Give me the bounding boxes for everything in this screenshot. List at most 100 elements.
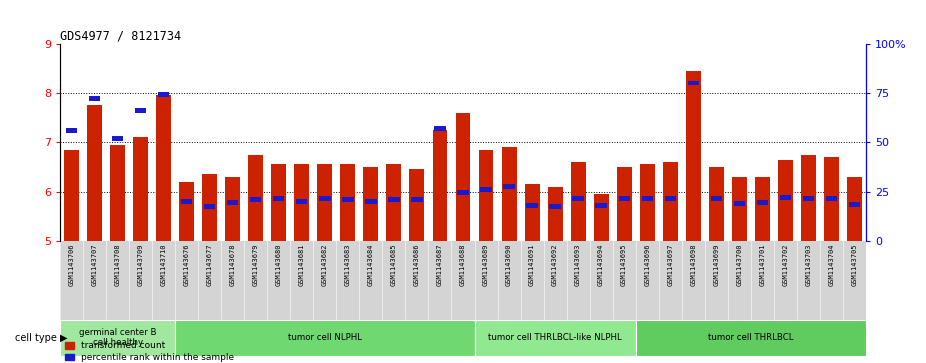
Bar [112, 136, 123, 141]
Bar [547, 187, 563, 241]
Bar [434, 126, 445, 131]
Text: GSM1143688: GSM1143688 [460, 243, 466, 286]
Bar [524, 184, 540, 241]
Text: GSM1143697: GSM1143697 [667, 243, 673, 286]
Bar [688, 81, 699, 86]
Bar [474, 320, 635, 356]
Bar [479, 150, 494, 241]
Text: GSM1143698: GSM1143698 [690, 243, 696, 286]
Text: GSM1143686: GSM1143686 [414, 243, 420, 286]
Bar [60, 320, 175, 356]
Bar [457, 190, 469, 195]
Text: GSM1143699: GSM1143699 [713, 243, 720, 286]
Text: tumor cell NLPHL: tumor cell NLPHL [288, 333, 362, 342]
Bar [411, 197, 422, 202]
Text: ▶: ▶ [60, 333, 68, 343]
Bar [343, 197, 354, 202]
Bar [826, 196, 837, 201]
Text: GSM1143689: GSM1143689 [483, 243, 489, 286]
Bar [594, 194, 608, 241]
Bar [156, 95, 171, 241]
Bar [248, 155, 263, 241]
Bar [757, 200, 768, 205]
Bar [595, 203, 607, 208]
Text: GSM1143706: GSM1143706 [69, 243, 75, 286]
Text: GSM1143710: GSM1143710 [161, 243, 167, 286]
Bar [181, 199, 193, 204]
Text: GSM1143695: GSM1143695 [621, 243, 627, 286]
Text: GSM1143700: GSM1143700 [736, 243, 743, 286]
Bar [824, 157, 839, 241]
Text: tumor cell THRLBCL-like NLPHL: tumor cell THRLBCL-like NLPHL [488, 333, 622, 342]
Bar [635, 320, 866, 356]
Bar [225, 177, 241, 241]
Bar [549, 204, 560, 209]
Bar [409, 170, 424, 241]
Bar [388, 197, 399, 202]
Bar [640, 164, 655, 241]
Bar [202, 174, 218, 241]
Bar [66, 128, 77, 133]
Bar [89, 96, 100, 101]
Text: GSM1143707: GSM1143707 [92, 243, 98, 286]
Text: GDS4977 / 8121734: GDS4977 / 8121734 [60, 29, 181, 42]
Text: GSM1143693: GSM1143693 [575, 243, 582, 286]
Text: tumor cell THRLBCL: tumor cell THRLBCL [708, 333, 794, 342]
Bar [572, 196, 583, 201]
Bar [527, 203, 538, 208]
Text: GSM1143691: GSM1143691 [529, 243, 535, 286]
Bar [801, 155, 816, 241]
Bar [617, 167, 632, 241]
Text: GSM1143678: GSM1143678 [230, 243, 236, 286]
Text: GSM1143677: GSM1143677 [206, 243, 213, 286]
Bar [294, 164, 309, 241]
Bar [87, 105, 102, 241]
Bar [502, 147, 517, 241]
Text: germinal center B
cell healthy: germinal center B cell healthy [79, 328, 156, 347]
Text: GSM1143681: GSM1143681 [299, 243, 305, 286]
Bar [733, 201, 745, 206]
Bar [504, 184, 515, 189]
Bar [319, 196, 331, 201]
Bar [732, 177, 746, 241]
Bar [710, 196, 721, 201]
Bar [180, 182, 194, 241]
Bar [780, 195, 791, 200]
Bar [318, 164, 332, 241]
Bar [642, 196, 653, 201]
Bar [135, 108, 146, 113]
Text: GSM1143705: GSM1143705 [851, 243, 857, 286]
Text: GSM1143694: GSM1143694 [598, 243, 604, 286]
Bar [271, 164, 286, 241]
Bar [849, 202, 860, 207]
Bar [803, 196, 814, 201]
Bar [386, 164, 402, 241]
Bar [205, 204, 216, 209]
Bar [708, 167, 724, 241]
Text: GSM1143696: GSM1143696 [644, 243, 650, 286]
Text: GSM1143704: GSM1143704 [828, 243, 834, 286]
Text: GSM1143701: GSM1143701 [759, 243, 765, 286]
Bar [366, 199, 377, 204]
Text: cell type: cell type [15, 333, 60, 343]
Bar [663, 162, 678, 241]
Legend: transformed count, percentile rank within the sample: transformed count, percentile rank withi… [65, 342, 234, 362]
Bar [456, 113, 470, 241]
Bar [110, 145, 125, 241]
Text: GSM1143680: GSM1143680 [276, 243, 282, 286]
Text: GSM1143702: GSM1143702 [782, 243, 788, 286]
Bar [250, 197, 261, 202]
Bar [685, 71, 701, 241]
Text: GSM1143703: GSM1143703 [806, 243, 811, 286]
Text: GSM1143682: GSM1143682 [322, 243, 328, 286]
Text: GSM1143679: GSM1143679 [253, 243, 259, 286]
Text: GSM1143685: GSM1143685 [391, 243, 397, 286]
Text: GSM1143709: GSM1143709 [138, 243, 144, 286]
Text: GSM1143687: GSM1143687 [437, 243, 443, 286]
Text: GSM1143708: GSM1143708 [115, 243, 120, 286]
Bar [846, 177, 862, 241]
Bar [341, 164, 356, 241]
Bar [227, 200, 238, 205]
Bar [619, 196, 630, 201]
Bar [175, 320, 474, 356]
